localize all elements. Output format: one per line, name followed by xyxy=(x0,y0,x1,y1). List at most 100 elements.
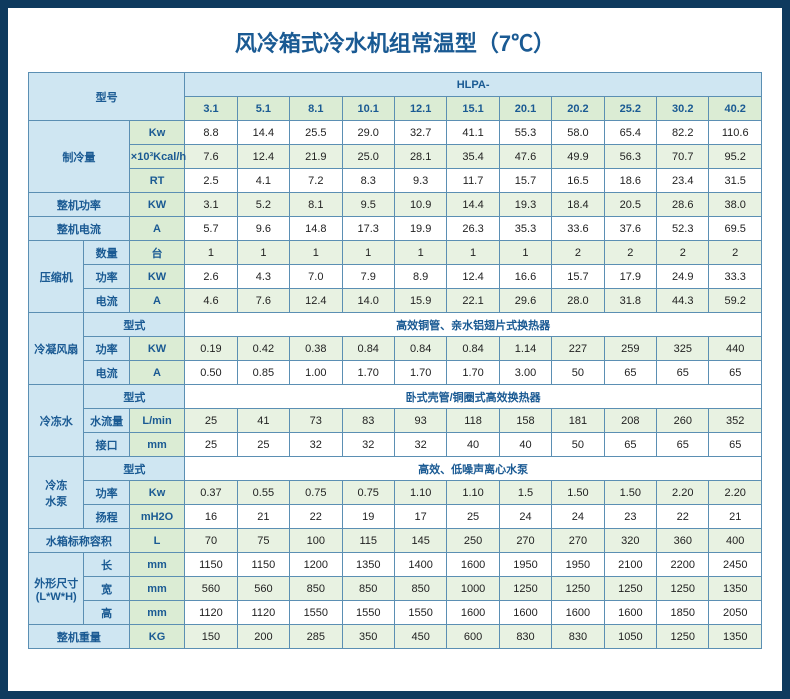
value-cell: 1250 xyxy=(604,577,656,601)
group-label: 冷凝风扇 xyxy=(29,313,84,385)
value-cell: 1200 xyxy=(290,553,342,577)
value-cell: 18.6 xyxy=(604,169,656,193)
value-cell: 1850 xyxy=(657,601,709,625)
value-cell: 2050 xyxy=(709,601,762,625)
value-cell: 1600 xyxy=(447,601,499,625)
value-cell: 24 xyxy=(552,505,604,529)
value-cell: 9.5 xyxy=(342,193,394,217)
data-row: 功率KW2.64.37.07.98.912.416.615.717.924.93… xyxy=(29,265,762,289)
value-cell: 50 xyxy=(552,361,604,385)
value-cell: 0.84 xyxy=(394,337,446,361)
value-cell: 55.3 xyxy=(499,121,551,145)
value-cell: 560 xyxy=(237,577,289,601)
value-cell: 59.2 xyxy=(709,289,762,313)
value-cell: 21 xyxy=(237,505,289,529)
value-cell: 7.0 xyxy=(290,265,342,289)
value-cell: 0.84 xyxy=(447,337,499,361)
value-cell: 2.20 xyxy=(657,481,709,505)
value-cell: 16 xyxy=(185,505,237,529)
value-cell: 1600 xyxy=(499,601,551,625)
model-col-4: 12.1 xyxy=(394,97,446,121)
unit-label: mm xyxy=(129,433,184,457)
unit-label: mH2O xyxy=(129,505,184,529)
value-cell: 40 xyxy=(447,433,499,457)
unit-label: Kw xyxy=(129,121,184,145)
spanned-value: 卧式壳管/铜圈式高效换热器 xyxy=(185,385,762,409)
value-cell: 8.9 xyxy=(394,265,446,289)
value-cell: 4.1 xyxy=(237,169,289,193)
value-cell: 2.6 xyxy=(185,265,237,289)
value-cell: 75 xyxy=(237,529,289,553)
value-cell: 250 xyxy=(447,529,499,553)
model-col-2: 8.1 xyxy=(290,97,342,121)
spanned-value: 高效铜管、亲水铝翅片式换热器 xyxy=(185,313,762,337)
value-cell: 0.75 xyxy=(342,481,394,505)
value-cell: 850 xyxy=(342,577,394,601)
value-cell: 9.3 xyxy=(394,169,446,193)
data-row: 外形尺寸 (L*W*H)长mm1150115012001350140016001… xyxy=(29,553,762,577)
group-label: 冷冻 水泵 xyxy=(29,457,84,529)
value-cell: 1350 xyxy=(709,625,762,649)
value-cell: 1.10 xyxy=(447,481,499,505)
value-cell: 850 xyxy=(394,577,446,601)
value-cell: 70 xyxy=(185,529,237,553)
value-cell: 1250 xyxy=(657,577,709,601)
page-frame: 风冷箱式冷水机组常温型（7℃） 型号HLPA-3.15.18.110.112.1… xyxy=(0,0,790,699)
value-cell: 1950 xyxy=(499,553,551,577)
value-cell: 82.2 xyxy=(657,121,709,145)
value-cell: 28.1 xyxy=(394,145,446,169)
value-cell: 1.50 xyxy=(552,481,604,505)
value-cell: 270 xyxy=(499,529,551,553)
value-cell: 33.6 xyxy=(552,217,604,241)
value-cell: 28.0 xyxy=(552,289,604,313)
model-col-7: 20.2 xyxy=(552,97,604,121)
value-cell: 1050 xyxy=(604,625,656,649)
value-cell: 15.7 xyxy=(552,265,604,289)
value-cell: 35.3 xyxy=(499,217,551,241)
value-cell: 21 xyxy=(709,505,762,529)
value-cell: 11.7 xyxy=(447,169,499,193)
unit-label: A xyxy=(129,289,184,313)
value-cell: 19.9 xyxy=(394,217,446,241)
value-cell: 2.5 xyxy=(185,169,237,193)
value-cell: 24 xyxy=(499,505,551,529)
value-cell: 8.8 xyxy=(185,121,237,145)
table-body: 型号HLPA-3.15.18.110.112.115.120.120.225.2… xyxy=(29,73,762,649)
unit-label: 台 xyxy=(129,241,184,265)
value-cell: 4.6 xyxy=(185,289,237,313)
data-row: 水流量L/min2541738393118158181208260352 xyxy=(29,409,762,433)
value-cell: 12.4 xyxy=(237,145,289,169)
value-cell: 41.1 xyxy=(447,121,499,145)
value-cell: 1600 xyxy=(552,601,604,625)
model-col-10: 40.2 xyxy=(709,97,762,121)
value-cell: 7.6 xyxy=(185,145,237,169)
value-cell: 7.2 xyxy=(290,169,342,193)
sub-label: 高 xyxy=(84,601,129,625)
value-cell: 5.2 xyxy=(237,193,289,217)
value-cell: 227 xyxy=(552,337,604,361)
sub-label: 电流 xyxy=(84,361,129,385)
sub-label: 型式 xyxy=(84,313,185,337)
sub-label: 接口 xyxy=(84,433,129,457)
value-cell: 1.5 xyxy=(499,481,551,505)
data-row: 接口mm2525323232404050656565 xyxy=(29,433,762,457)
value-cell: 0.85 xyxy=(237,361,289,385)
value-cell: 29.0 xyxy=(342,121,394,145)
data-row: RT2.54.17.28.39.311.715.716.518.623.431.… xyxy=(29,169,762,193)
value-cell: 1.70 xyxy=(342,361,394,385)
value-cell: 2100 xyxy=(604,553,656,577)
value-cell: 69.5 xyxy=(709,217,762,241)
value-cell: 25.0 xyxy=(342,145,394,169)
value-cell: 23.4 xyxy=(657,169,709,193)
unit-label: mm xyxy=(129,601,184,625)
group-label: 整机电流 xyxy=(29,217,130,241)
model-col-8: 25.2 xyxy=(604,97,656,121)
value-cell: 1 xyxy=(499,241,551,265)
data-row: 电流A0.500.851.001.701.701.703.0050656565 xyxy=(29,361,762,385)
value-cell: 208 xyxy=(604,409,656,433)
value-cell: 26.3 xyxy=(447,217,499,241)
value-cell: 1150 xyxy=(237,553,289,577)
series-label: HLPA- xyxy=(185,73,762,97)
value-cell: 23 xyxy=(604,505,656,529)
value-cell: 2 xyxy=(709,241,762,265)
